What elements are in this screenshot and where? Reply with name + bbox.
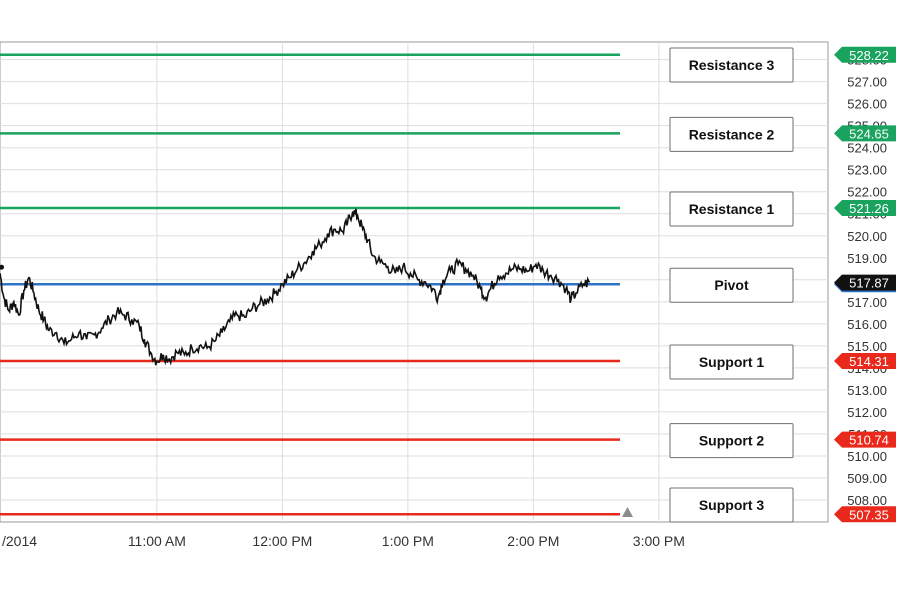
y-tick-label: 520.00 <box>847 229 887 244</box>
x-tick-label: 12:00 PM <box>252 533 312 549</box>
x-tick-label: 11:00 AM <box>128 533 186 549</box>
y-tick-label: 526.00 <box>847 97 887 112</box>
level-label-text: Support 2 <box>699 433 765 449</box>
y-tick-label: 509.00 <box>847 471 887 486</box>
level-label-support-2: Support 2 <box>669 423 794 459</box>
y-tick-label: 510.00 <box>847 449 887 464</box>
level-label-text: Resistance 3 <box>689 57 775 73</box>
level-price-tag: 510.74 <box>834 431 896 448</box>
level-price-tag-text: 510.74 <box>849 433 889 448</box>
level-price-tag: 528.22 <box>834 46 896 63</box>
level-price-tag: 521.26 <box>834 200 896 217</box>
level-label-text: Resistance 1 <box>689 201 775 217</box>
level-price-tag-text: 524.65 <box>849 126 889 141</box>
level-label-text: Support 1 <box>699 354 765 370</box>
level-price-tag: 514.31 <box>834 353 896 370</box>
y-tick-label: 523.00 <box>847 163 887 178</box>
price-series-line <box>0 208 591 366</box>
series-start-dot <box>0 264 4 270</box>
vertical-gridlines <box>156 42 660 522</box>
y-tick-label: 522.00 <box>847 185 887 200</box>
y-tick-label: 519.00 <box>847 251 887 266</box>
level-price-tag-text: 507.35 <box>849 507 889 522</box>
level-price-tag: 524.65 <box>834 125 896 142</box>
level-label-boxes: Resistance 3 Resistance 2 Resistance 1 Pivo… <box>669 47 794 523</box>
last-price-tag: 517.87 <box>834 274 896 291</box>
x-tick-label: /2014 <box>2 533 37 549</box>
x-tick-label: 1:00 PM <box>382 533 434 549</box>
level-label-text: Resistance 2 <box>689 126 775 142</box>
y-tick-label: 517.00 <box>847 295 887 310</box>
x-axis-ticks: /2014 11:00 AM 12:00 PM 1:00 PM 2:00 PM 3:00 … <box>2 533 685 549</box>
y-tick-label: 516.00 <box>847 317 887 332</box>
level-price-tags: 528.22 524.65 521.26 517.87 514.31 510.74 507.… <box>834 46 896 523</box>
level-label-resistance-2: Resistance 2 <box>669 116 794 152</box>
last-price-tag-text: 517.87 <box>849 276 889 291</box>
y-tick-label: 508.00 <box>847 493 887 508</box>
level-label-support-1: Support 1 <box>669 344 794 380</box>
level-label-text: Support 3 <box>699 497 765 513</box>
level-price-tag-text: 528.22 <box>849 48 889 63</box>
level-price-tag: 507.35 <box>834 506 896 523</box>
pivot-level-lines <box>0 53 620 516</box>
level-price-tag-text: 521.26 <box>849 201 889 216</box>
level-label-resistance-3: Resistance 3 <box>669 47 794 83</box>
y-tick-label: 513.00 <box>847 383 887 398</box>
y-tick-label: 524.00 <box>847 141 887 156</box>
level-price-tag-text: 514.31 <box>849 354 889 369</box>
level-label-resistance-1: Resistance 1 <box>669 191 794 227</box>
level-label-support-3: Support 3 <box>669 487 794 523</box>
y-tick-label: 527.00 <box>847 75 887 90</box>
x-tick-label: 2:00 PM <box>507 533 559 549</box>
y-tick-label: 515.00 <box>847 339 887 354</box>
y-tick-label: 512.00 <box>847 405 887 420</box>
level-label-text: Pivot <box>714 277 749 293</box>
scroll-up-arrow-icon[interactable] <box>622 507 633 517</box>
x-tick-label: 3:00 PM <box>633 533 685 549</box>
level-label-pivot: Pivot <box>669 267 794 303</box>
